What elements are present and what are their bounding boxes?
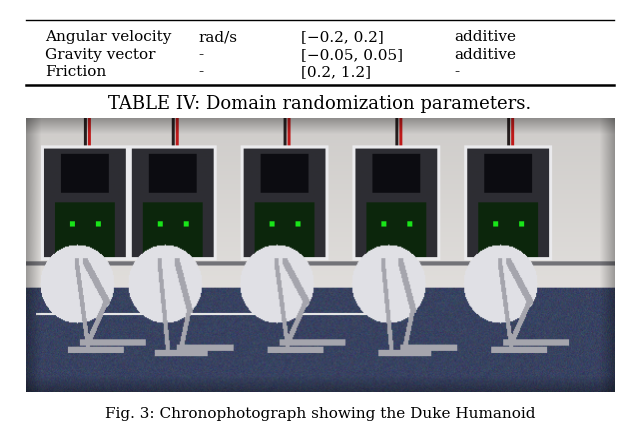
- Text: additive: additive: [454, 48, 516, 62]
- Text: Gravity vector: Gravity vector: [45, 48, 156, 62]
- Text: -: -: [198, 65, 204, 79]
- Text: additive: additive: [454, 30, 516, 44]
- Text: -: -: [198, 48, 204, 62]
- Text: rad/s: rad/s: [198, 30, 237, 44]
- Text: -: -: [454, 65, 460, 79]
- Text: [−0.05, 0.05]: [−0.05, 0.05]: [301, 48, 403, 62]
- Text: TABLE IV: Domain randomization parameters.: TABLE IV: Domain randomization parameter…: [108, 95, 532, 113]
- Text: Friction: Friction: [45, 65, 106, 79]
- Text: [0.2, 1.2]: [0.2, 1.2]: [301, 65, 371, 79]
- Text: [−0.2, 0.2]: [−0.2, 0.2]: [301, 30, 383, 44]
- Text: Fig. 3: Chronophotograph showing the Duke Humanoid: Fig. 3: Chronophotograph showing the Duk…: [105, 407, 535, 421]
- Text: Angular velocity: Angular velocity: [45, 30, 171, 44]
